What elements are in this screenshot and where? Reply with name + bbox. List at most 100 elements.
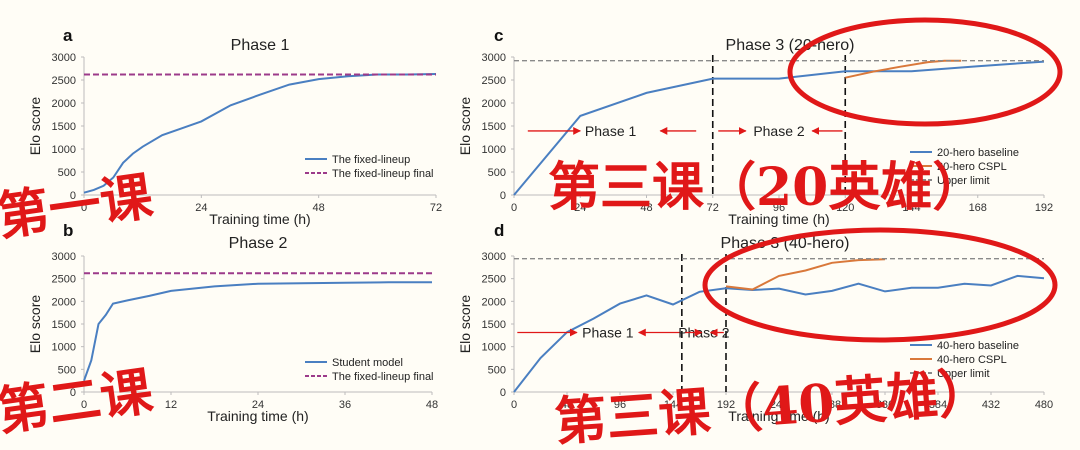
y-tick-label: 1000 (52, 144, 76, 156)
y-tick-label: 1500 (482, 319, 506, 331)
x-tick-label: 120 (836, 202, 854, 214)
x-tick-label: 24 (574, 202, 586, 214)
chart-title: Phase 2 (229, 235, 288, 252)
legend-label: The fixed-lineup final (332, 168, 434, 180)
x-tick-label: 96 (614, 399, 626, 411)
phase-annotation: Phase 1 (585, 123, 637, 139)
chart-title: Phase 3 (20-hero) (726, 37, 855, 54)
x-tick-label: 288 (823, 399, 841, 411)
legend-label: The fixed-lineup final (332, 371, 434, 383)
legend-label: Upper limit (937, 175, 990, 187)
x-tick-label: 24 (252, 399, 264, 411)
panel-letter: d (494, 221, 504, 240)
series-line-40-hero-baseline (513, 274, 1045, 393)
y-tick-label: 0 (500, 190, 506, 202)
legend-label: The fixed-lineup (332, 154, 410, 166)
panel-letter: b (63, 221, 73, 240)
handwritten-lesson-1: 第一课 (0, 166, 157, 248)
x-tick-label: 48 (561, 399, 573, 411)
legend-label: Upper limit (937, 368, 990, 380)
highlight-ellipse-20-hero (787, 17, 1063, 127)
x-tick-label: 384 (929, 399, 947, 411)
y-axis-label: Elo score (27, 97, 43, 156)
x-tick-label: 192 (1035, 202, 1053, 214)
chart-title: Phase 1 (231, 37, 290, 54)
x-axis-label: Training time (h) (209, 211, 310, 227)
y-tick-label: 0 (70, 190, 76, 202)
y-tick-label: 500 (488, 364, 506, 376)
y-tick-label: 0 (500, 387, 506, 399)
x-tick-label: 144 (902, 202, 920, 214)
highlight-ellipse-40-hero (702, 227, 1058, 343)
y-tick-label: 2000 (52, 98, 76, 110)
y-tick-label: 2500 (52, 274, 76, 286)
y-tick-label: 500 (58, 167, 76, 179)
x-tick-label: 0 (81, 399, 87, 411)
y-tick-label: 3000 (482, 251, 506, 263)
series-line-20-hero-baseline (513, 60, 1045, 196)
handwritten-lesson-3-20-hero: 第三课（20英雄） (548, 157, 984, 218)
legend: 40-hero baseline 40-hero CSPL Upper limit (910, 340, 1019, 380)
chart-panel-a: a Phase 1 0 500 1000 1500 2000 2500 3000 0 24 48 72 T… (27, 26, 442, 227)
y-tick-label: 1500 (52, 319, 76, 331)
x-tick-label: 24 (195, 202, 207, 214)
y-tick-label: 3000 (52, 251, 76, 263)
x-tick-label: 96 (773, 202, 785, 214)
x-tick-label: 72 (707, 202, 719, 214)
phase-annotation: Phase 2 (753, 123, 805, 139)
x-axis-label: Training time (h) (728, 408, 829, 424)
legend: 20-hero baseline 20-hero CSPL Upper limit (910, 147, 1019, 187)
chart-panel-c: c Phase 3 (20-hero) 0 500 1000 1500 2000 2500 30… (457, 26, 1053, 227)
x-tick-label: 0 (81, 202, 87, 214)
handwritten-lesson-3-40-hero: 第三课（40英雄） (553, 362, 993, 450)
phase-annotation: Phase 1 (582, 325, 634, 341)
y-tick-label: 0 (70, 387, 76, 399)
x-tick-label: 48 (640, 202, 652, 214)
x-tick-label: 36 (339, 399, 351, 411)
x-tick-label: 0 (511, 399, 517, 411)
y-tick-label: 1500 (482, 121, 506, 133)
x-tick-label: 0 (511, 202, 517, 214)
x-tick-label: 72 (430, 202, 442, 214)
x-axis-label: Training time (h) (207, 408, 308, 424)
y-tick-label: 2500 (482, 274, 506, 286)
x-tick-label: 240 (770, 399, 788, 411)
legend: Student model The fixed-lineup final (305, 357, 434, 383)
y-tick-label: 2000 (482, 98, 506, 110)
x-tick-label: 144 (664, 399, 682, 411)
legend-label: 40-hero baseline (937, 340, 1019, 352)
x-tick-label: 480 (1035, 399, 1053, 411)
y-axis-label: Elo score (457, 97, 473, 156)
x-tick-label: 48 (426, 399, 438, 411)
legend-label: 20-hero baseline (937, 147, 1019, 159)
y-tick-label: 500 (488, 167, 506, 179)
x-tick-label: 48 (313, 202, 325, 214)
x-axis-label: Training time (h) (728, 211, 829, 227)
legend-label: 20-hero CSPL (937, 161, 1007, 173)
y-tick-label: 2500 (482, 75, 506, 87)
x-tick-label: 432 (982, 399, 1000, 411)
series-line-student-model (83, 281, 432, 382)
legend-label: 40-hero CSPL (937, 354, 1007, 366)
panel-letter: a (63, 26, 73, 45)
y-tick-label: 2000 (482, 296, 506, 308)
x-tick-label: 192 (717, 399, 735, 411)
y-tick-label: 3000 (482, 52, 506, 64)
y-tick-label: 1000 (52, 342, 76, 354)
y-axis-label: Elo score (457, 295, 473, 354)
y-tick-label: 3000 (52, 52, 76, 64)
legend: The fixed-lineup The fixed-lineup final (305, 154, 434, 180)
y-tick-label: 1000 (482, 144, 506, 156)
y-tick-label: 2000 (52, 296, 76, 308)
chart-panel-b: b Phase 2 0 500 1000 1500 2000 2500 3000 0 12 24 36 4… (27, 221, 438, 424)
y-tick-label: 1500 (52, 121, 76, 133)
x-tick-label: 168 (969, 202, 987, 214)
y-axis-label: Elo score (27, 295, 43, 354)
x-tick-label: 336 (876, 399, 894, 411)
legend-label: Student model (332, 357, 403, 369)
handwritten-lesson-2: 第二课 (0, 361, 157, 443)
panel-letter: c (494, 26, 503, 45)
y-tick-label: 500 (58, 364, 76, 376)
